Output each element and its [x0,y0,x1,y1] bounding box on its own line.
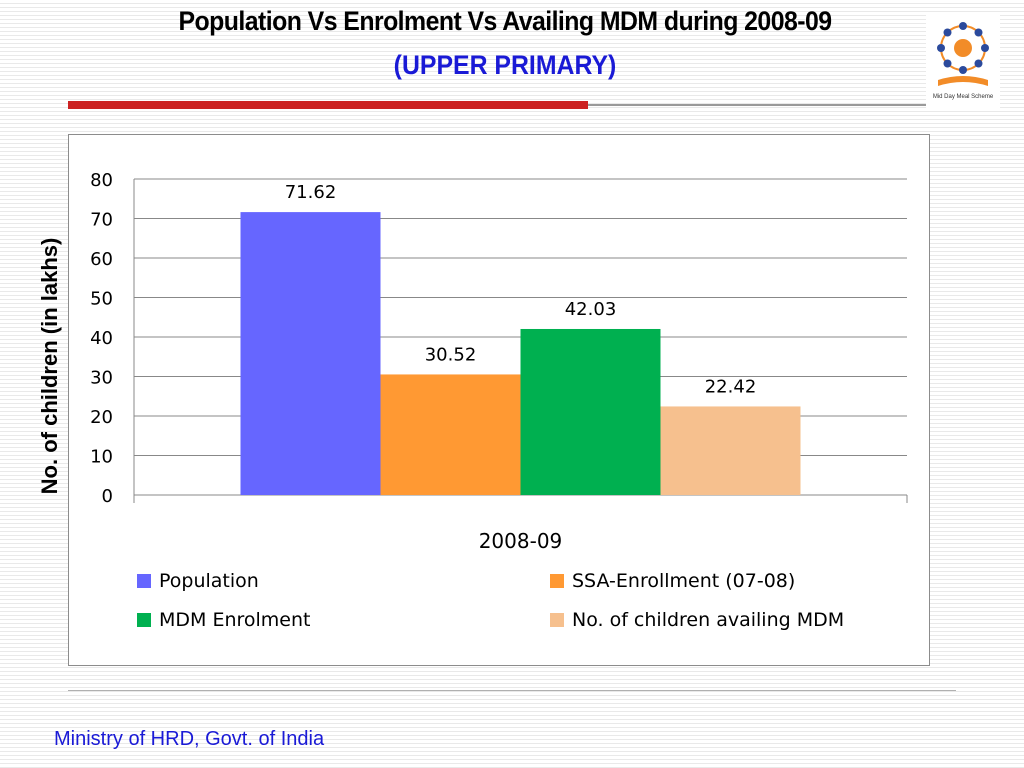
y-tick-label: 80 [90,170,113,191]
y-tick-label: 0 [102,486,113,507]
y-tick-label: 10 [90,447,113,468]
logo-caption: Mid Day Meal Scheme [932,94,994,100]
title-underline-gray [588,104,956,106]
slide-title: Population Vs Enrolment Vs Availing MDM … [178,6,832,36]
mdm-logo: Mid Day Meal Scheme [926,14,1000,108]
data-label: 22.42 [705,376,757,397]
y-axis-label: No. of children (in lakhs) [37,237,62,495]
y-tick-label: 70 [90,210,113,231]
bar-population [240,212,381,495]
mdm-logo-icon [937,22,989,86]
data-label: 30.52 [425,344,477,365]
slide-subtitle: (UPPER PRIMARY) [393,50,617,80]
bar-chart: 0 10 20 30 40 50 60 70 80 71.62 30.52 42.03 22.42 200… [90,170,908,553]
y-tick-label: 40 [90,328,113,349]
legend-swatch-availing-mdm [550,613,564,627]
title-underline-red [68,101,588,109]
bar-mdm-enrolment [520,328,661,495]
legend-swatch-ssa-enrollment [550,574,564,588]
legend-swatch-population [137,574,151,588]
y-tick-label: 30 [90,368,113,389]
data-label: 71.62 [285,182,337,203]
bar-no-of-children-availing-mdm [660,406,801,495]
legend-label-ssa-enrollment: SSA-Enrollment (07-08) [572,570,796,592]
bar-ssa-enrollment-07-08- [380,374,521,495]
legend-label-mdm-enrolment: MDM Enrolment [159,609,311,631]
x-category-label: 2008-09 [479,529,563,553]
y-tick-label: 60 [90,249,113,270]
footer-text: Ministry of HRD, Govt. of India [54,728,325,750]
y-tick-label: 50 [90,289,113,310]
data-label: 42.03 [565,299,617,320]
legend-swatch-mdm-enrolment [137,613,151,627]
legend-label-availing-mdm: No. of children availing MDM [572,609,845,631]
chart-panel: 0 10 20 30 40 50 60 70 80 71.62 30.52 42.03 22.42 200… [68,134,930,666]
footer-divider [68,690,956,691]
y-tick-label: 20 [90,407,113,428]
legend-label-population: Population [159,570,259,592]
